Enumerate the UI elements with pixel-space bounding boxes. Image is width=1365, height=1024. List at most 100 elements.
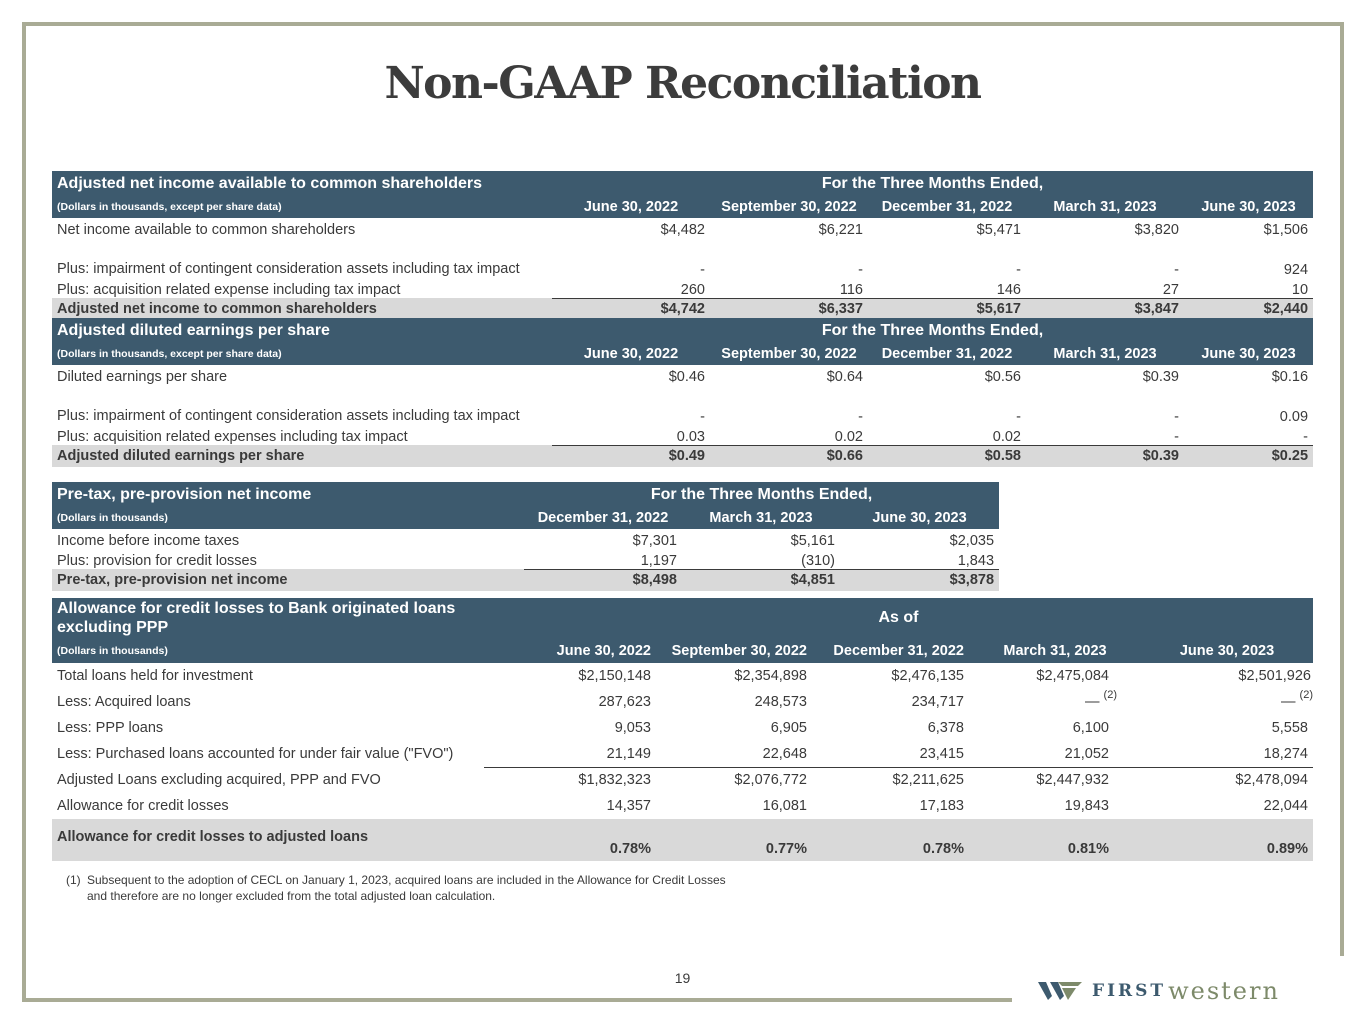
total-row: Pre-tax, pre-provision net income $8,498… [52,568,1000,591]
cell-value: $5,161 [790,533,835,549]
cell-value: 21,149 [606,745,651,762]
total-value: 0.78% [484,819,656,861]
column-header: June 30, 2022 [484,638,656,663]
cell-value: 6,100 [1072,720,1109,736]
period-header: For the Three Months Ended, [524,482,1000,507]
period-header: As of [484,598,1313,638]
total-value: $3,878 [840,568,1000,591]
row-label: Total loans held for investment [57,668,253,684]
column-header: June 30, 2022 [552,196,710,218]
cell-value: $2,476,135 [891,668,964,684]
cell-value: $2,076,772 [656,766,812,793]
column-header-row: (Dollars in thousands, except per share … [52,343,1314,365]
row-label: Plus: impairment of contingent considera… [57,261,520,277]
cell-value: 27 [1162,281,1179,298]
table-row: Less: Purchased loans accounted for unde… [52,741,1313,767]
row-label: Plus: impairment of contingent considera… [57,408,520,424]
cell-value-with-footnote: — (2) [1141,689,1313,715]
cell-value: - [700,409,705,425]
cell-value: 9,053 [614,720,651,736]
cell-value: $7,301 [632,533,677,549]
row-label: Income before income taxes [57,533,240,549]
row-label: Net income available to common sharehold… [57,222,356,238]
period-header: For the Three Months Ended, [552,318,1314,343]
table-header-row: Adjusted net income available to common … [52,171,1314,196]
cell-value: $1,506 [1263,222,1309,238]
frame-top-border [22,22,1344,26]
cell-value: $2,211,625 [812,766,969,793]
column-header-row: (Dollars in thousands) December 31, 2022… [52,507,1000,529]
table-row: Plus: impairment of contingent considera… [52,238,1313,278]
cell-value: 6,905 [770,720,807,736]
frame-left-border [22,22,26,1002]
total-value: $4,742 [552,297,710,320]
total-value: $0.25 [1184,444,1314,467]
cell-value: $2,501,926 [1238,668,1311,684]
adjusted-diluted-eps-table: Adjusted diluted earnings per share For … [52,318,1314,467]
cell-value: - [1303,428,1309,445]
table-row: Plus: acquisition related expenses inclu… [52,425,1313,446]
cell-value: $2,035 [949,533,995,549]
cell-value: 23,415 [919,745,964,762]
column-header: March 31, 2023 [682,507,840,529]
column-header-row: (Dollars in thousands, except per share … [52,196,1314,218]
cell-value: 924 [1283,262,1309,278]
row-label: Diluted earnings per share [57,369,228,385]
cell-value: 0.09 [1279,409,1309,425]
column-header: September 30, 2022 [656,638,812,663]
cell-value: - [1016,262,1021,278]
footnote-mark: (2) [1103,689,1117,701]
total-value: $0.58 [868,444,1026,467]
row-label: Less: Purchased loans accounted for unde… [57,746,454,762]
cell-value: 146 [996,281,1021,298]
logo-text-western: western [1168,977,1280,1005]
cell-value: 5,558 [1271,720,1308,736]
cell-value: (310) [801,552,835,569]
table-row: Net income available to common sharehold… [52,218,1313,238]
total-row: Adjusted net income to common shareholde… [52,297,1314,320]
cell-value: $0.64 [826,369,863,385]
footnote-mark: (2) [1299,689,1313,701]
table-title: Adjusted net income available to common … [52,171,552,196]
cell-value: 234,717 [911,694,964,710]
total-value: 0.78% [812,819,969,861]
column-header: December 31, 2022 [868,196,1026,218]
pre-tax-pre-provision-table: Pre-tax, pre-provision net income For th… [52,482,1000,591]
cell-value: 22,648 [762,745,807,762]
table-row: Plus: acquisition related expense includ… [52,278,1313,299]
cell-value: 1,843 [957,552,995,569]
total-value: $0.66 [710,444,868,467]
cell-value: — [1085,694,1100,710]
cell-value: $5,471 [976,222,1021,238]
column-header: December 31, 2022 [524,507,682,529]
table-header-row: Allowance for credit losses to Bank orig… [52,598,1313,638]
cell-value: 248,573 [754,694,807,710]
cell-value-with-footnote: — (2) [969,689,1141,715]
column-header: December 31, 2022 [812,638,969,663]
total-label: Adjusted diluted earnings per share [52,445,552,467]
total-value: $0.49 [552,444,710,467]
table-title: Allowance for credit losses to Bank orig… [52,598,484,638]
cell-value: $2,478,094 [1141,766,1313,793]
column-header: June 30, 2022 [552,343,710,365]
cell-value: - [1174,262,1179,278]
allowance-credit-losses-table: Allowance for credit losses to Bank orig… [52,598,1313,861]
total-row: Adjusted diluted earnings per share $0.4… [52,444,1314,467]
cell-value: $0.16 [1271,369,1309,385]
column-header-row: (Dollars in thousands) June 30, 2022 Sep… [52,638,1313,663]
cell-value: - [1174,428,1179,445]
cell-value: 6,378 [927,720,964,736]
total-value: $6,337 [710,297,868,320]
total-value: $2,440 [1184,297,1314,320]
page-title: Non-GAAP Reconciliation [384,58,982,109]
cell-value: 17,183 [919,798,964,814]
cell-value: $6,221 [818,222,863,238]
table-row: Less: Acquired loans 287,623 248,573 234… [52,689,1313,715]
cell-value: - [1174,409,1179,425]
row-label: Less: PPP loans [57,720,164,736]
cell-value: 260 [680,281,705,298]
column-header: March 31, 2023 [1026,343,1184,365]
row-label: Less: Acquired loans [57,694,191,710]
page-number: 19 [674,970,691,986]
column-header: June 30, 2023 [1141,638,1313,663]
